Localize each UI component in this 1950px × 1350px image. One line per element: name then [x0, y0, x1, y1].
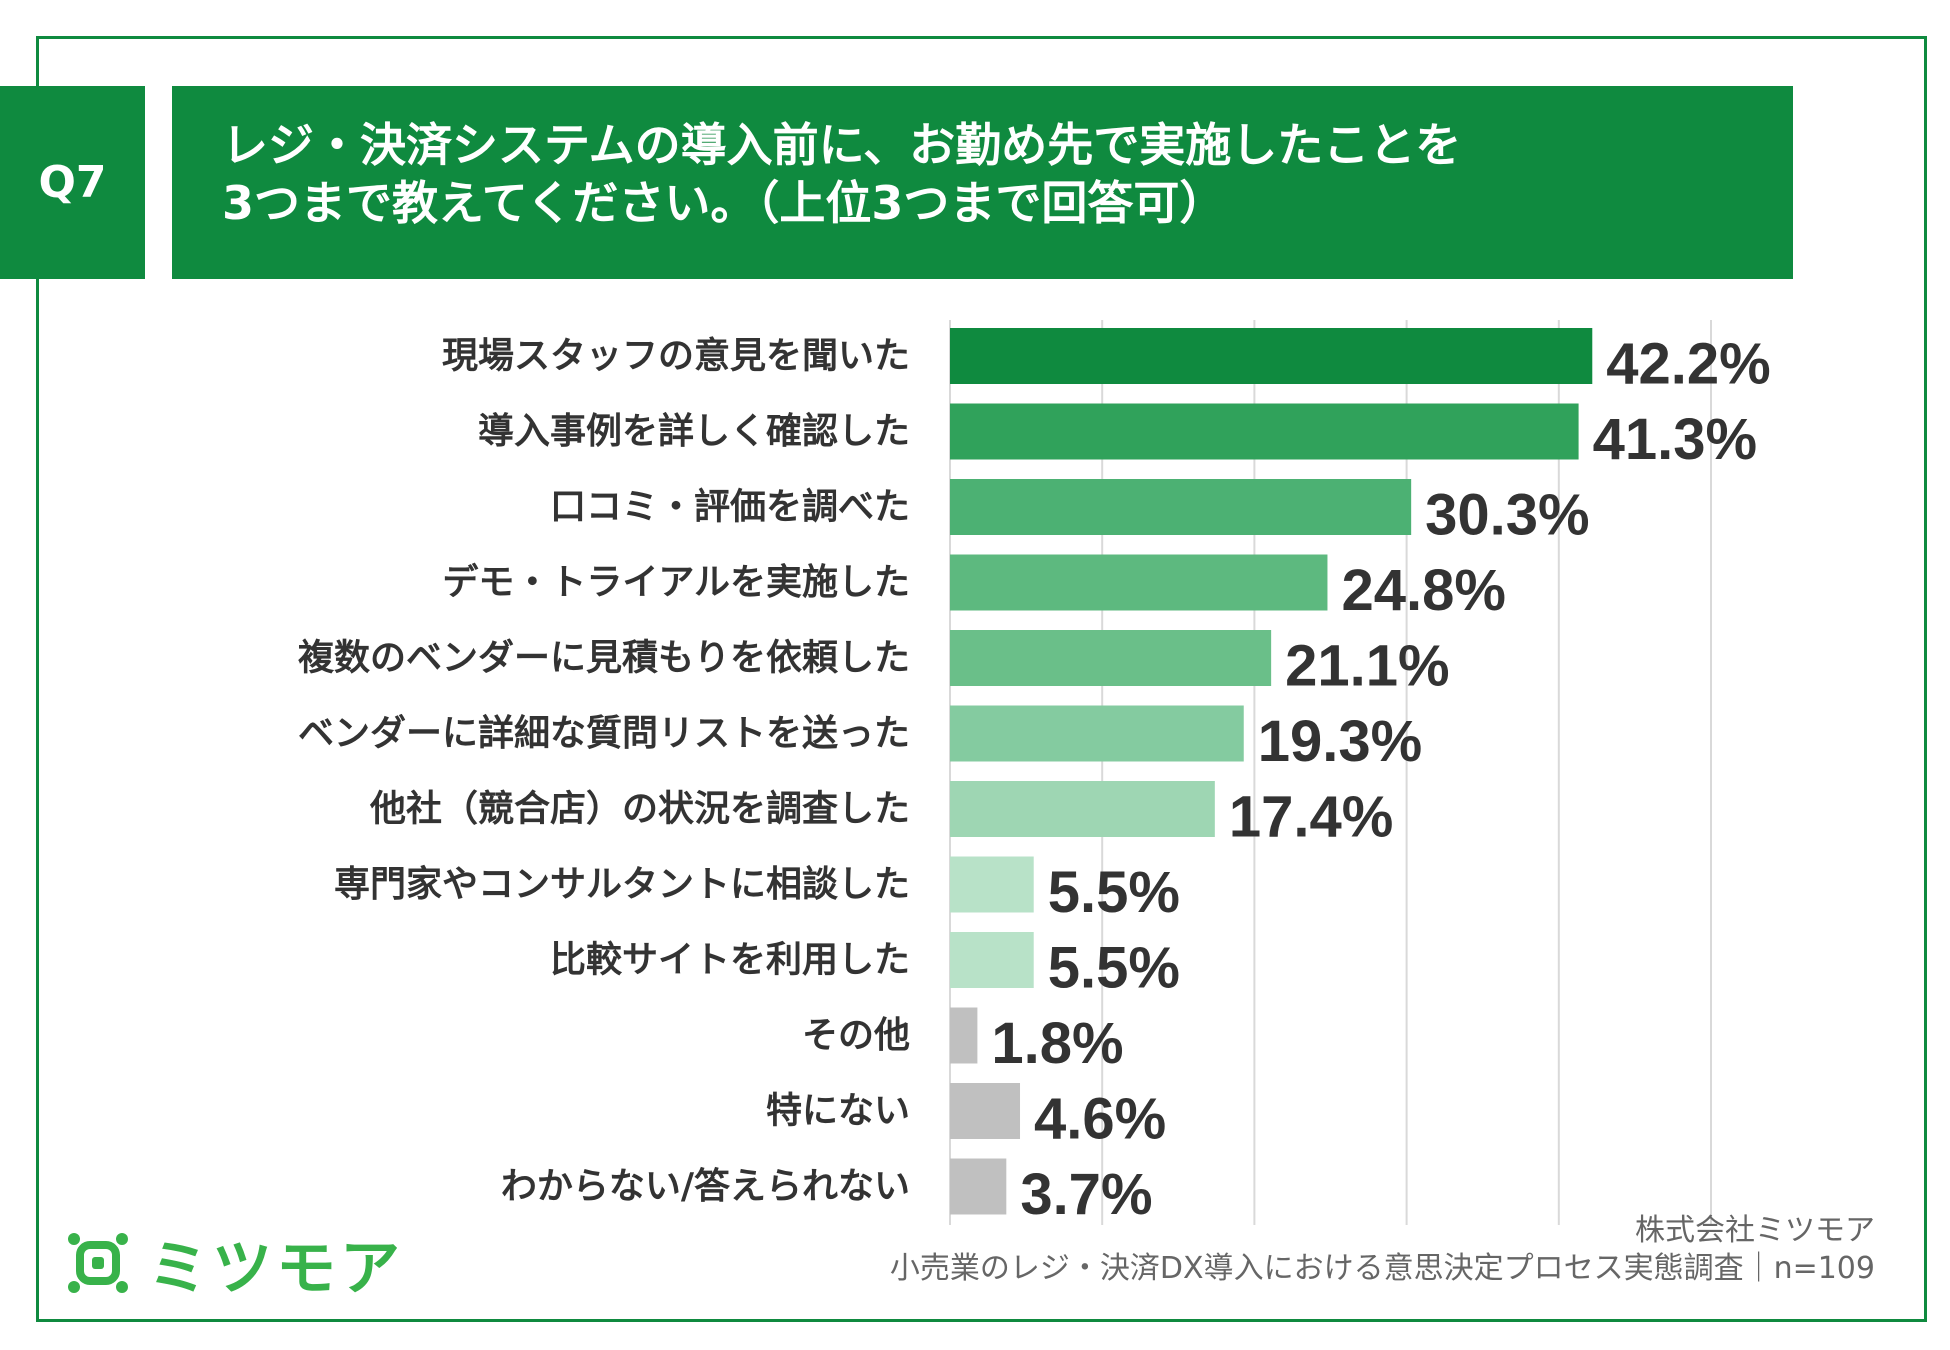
- question-number: Q7: [38, 157, 107, 208]
- question-title-line-2: 3つまで教えてください。（上位3つまで回答可）: [222, 176, 1226, 230]
- company-name: 株式会社ミツモア: [1635, 1213, 1875, 1248]
- category-label: 専門家やコンサルタントに相談した: [334, 864, 910, 905]
- question-number-badge: Q7: [0, 86, 145, 279]
- category-label: デモ・トライアルを実施した: [442, 561, 910, 603]
- value-label: 30.3%: [1425, 483, 1589, 548]
- bar: [950, 705, 1244, 762]
- category-label: その他: [802, 1015, 910, 1056]
- category-label: ベンダーに詳細な質問リストを送った: [298, 713, 910, 754]
- mitsumore-logo-icon: [68, 1233, 128, 1293]
- category-label: わからない/答えられない: [501, 1166, 910, 1207]
- question-title-box: レジ・決済システムの導入前に、お勤め先で実施したことを 3つまで教えてください。…: [172, 86, 1793, 279]
- value-label: 17.4%: [1229, 785, 1393, 850]
- value-label: 5.5%: [1048, 936, 1180, 1001]
- logo-text: ミツモア: [148, 1233, 404, 1304]
- value-label: 5.5%: [1048, 860, 1180, 925]
- bar: [950, 932, 1034, 988]
- value-label: 24.8%: [1341, 558, 1505, 623]
- value-label: 42.2%: [1606, 332, 1770, 397]
- bar: [950, 630, 1272, 686]
- category-label: 他社（競合店）の状況を調査した: [369, 789, 910, 830]
- category-label: 特にない: [766, 1091, 910, 1132]
- bar: [950, 554, 1328, 611]
- bar: [950, 856, 1034, 913]
- brand-logo: ミツモア: [66, 1225, 404, 1304]
- bar: [950, 781, 1215, 837]
- bar: [950, 1158, 1007, 1215]
- value-label: 21.1%: [1285, 634, 1449, 699]
- value-label: 3.7%: [1020, 1162, 1152, 1227]
- bar: [950, 479, 1412, 535]
- bar: [950, 403, 1579, 460]
- value-label: 1.8%: [991, 1011, 1123, 1076]
- bar: [950, 1083, 1021, 1139]
- question-title-line-1: レジ・決済システムの導入前に、お勤め先で実施したことを: [222, 118, 1462, 172]
- survey-source: 小売業のレジ・決済DX導入における意思決定プロセス実態調査｜n=109: [889, 1251, 1875, 1286]
- chart-frame: [36, 36, 1927, 1322]
- value-label: 4.6%: [1034, 1087, 1166, 1152]
- category-label: 導入事例を詳しく確認した: [478, 411, 910, 452]
- category-label: 現場スタッフの意見を聞いた: [442, 336, 910, 377]
- bar: [950, 328, 1593, 384]
- value-label: 19.3%: [1258, 709, 1422, 774]
- category-label: 比較サイトを利用した: [550, 940, 910, 981]
- bar: [950, 1007, 978, 1064]
- value-label: 41.3%: [1593, 407, 1757, 472]
- category-label: 複数のベンダーに見積もりを依頼した: [298, 638, 910, 679]
- footer: 株式会社ミツモア 小売業のレジ・決済DX導入における意思決定プロセス実態調査｜n…: [890, 1212, 1875, 1288]
- category-label: 口コミ・評価を調べた: [550, 487, 910, 528]
